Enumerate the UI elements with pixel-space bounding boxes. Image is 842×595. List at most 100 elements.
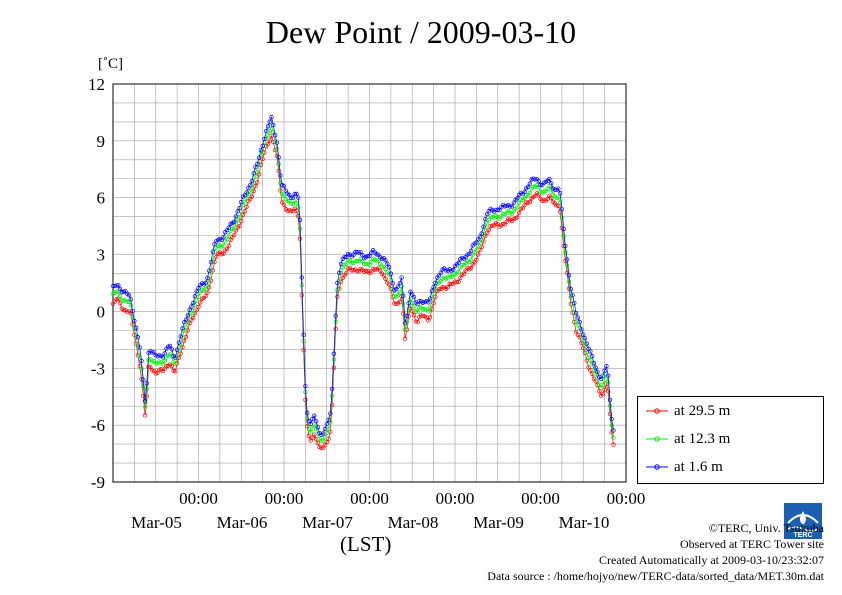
series-point-2 (176, 340, 182, 345)
series-point-2 (267, 119, 272, 124)
x-tick-time-label: 00:00 (436, 489, 475, 508)
series-point-1 (308, 430, 313, 435)
series-point-0 (397, 299, 402, 304)
series-point-0 (474, 257, 479, 262)
series-point-0 (545, 197, 550, 202)
x-tick-date-label: Mar-05 (131, 513, 182, 532)
series-point-2 (239, 200, 244, 205)
series-point-2 (508, 204, 513, 209)
y-tick-label: 0 (97, 302, 106, 321)
series-point-2 (335, 280, 340, 285)
series-point-2 (237, 205, 242, 211)
series-point-1 (459, 263, 465, 268)
series-point-2 (497, 207, 502, 213)
x-tick-time-label: 00:00 (179, 489, 218, 508)
series-point-2 (248, 182, 253, 188)
series-point-2 (142, 399, 148, 404)
series-point-0 (231, 232, 237, 238)
series-point-1 (401, 301, 406, 306)
series-point-0 (203, 293, 208, 299)
series-point-2 (269, 115, 274, 120)
series-point-1 (141, 384, 146, 389)
series-point-0 (267, 138, 272, 143)
x-tick-time-label: 00:00 (521, 489, 560, 508)
y-tick-label: 3 (97, 246, 106, 265)
series-point-2 (433, 280, 438, 286)
series-point-1 (408, 296, 413, 302)
series-point-1 (611, 435, 616, 440)
series-point-0 (155, 370, 160, 376)
series-point-0 (288, 209, 294, 214)
series-point-1 (465, 259, 470, 264)
series-point-0 (449, 281, 454, 287)
series-point-2 (210, 249, 215, 254)
series-point-2 (226, 225, 231, 230)
series-point-0 (148, 364, 153, 370)
credit-site: Observed at TERC Tower site (679, 537, 824, 551)
series-point-0 (240, 212, 246, 218)
series-point-0 (244, 204, 249, 209)
series-point-0 (490, 223, 495, 228)
series-point-0 (150, 368, 155, 373)
series-point-0 (121, 307, 126, 313)
series-point-1 (427, 305, 433, 310)
series-point-0 (454, 279, 459, 285)
series-point-0 (381, 273, 386, 278)
series-point-2 (581, 332, 586, 337)
series-point-2 (294, 191, 299, 197)
series-point-0 (315, 440, 320, 446)
series-point-2 (187, 307, 192, 312)
credit-created: Created Automatically at 2009-03-10/23:3… (599, 553, 824, 567)
series-point-2 (324, 421, 329, 427)
series-point-2 (342, 254, 347, 260)
series-point-2 (207, 268, 212, 273)
series-point-0 (611, 442, 616, 447)
series-point-0 (171, 368, 176, 374)
series-point-2 (563, 243, 568, 249)
series-point-0 (486, 227, 491, 233)
series-point-1 (383, 267, 388, 272)
series-point-2 (255, 161, 260, 167)
series-point-2 (322, 426, 328, 432)
series-point-0 (363, 268, 369, 273)
x-tick-date-label: Mar-08 (388, 513, 439, 532)
series-point-1 (322, 435, 328, 440)
series-point-2 (522, 189, 527, 195)
series-point-1 (406, 307, 411, 312)
series-point-2 (468, 248, 474, 253)
series-point-2 (114, 283, 119, 288)
series-point-2 (356, 250, 361, 255)
series-point-1 (344, 261, 349, 266)
series-point-0 (191, 315, 196, 321)
series-point-1 (265, 133, 271, 138)
legend-marker-red (646, 408, 668, 414)
series-point-2 (139, 358, 144, 363)
legend-item-1-6m: at 1.6 m (646, 455, 723, 479)
series-point-0 (265, 141, 271, 147)
series-point-2 (157, 353, 162, 358)
series-point-1 (411, 303, 417, 309)
series-point-1 (130, 315, 135, 320)
series-point-0 (142, 413, 148, 418)
series-point-2 (602, 368, 607, 373)
series-point-1 (516, 200, 522, 205)
series-point-2 (385, 261, 390, 266)
series-point-1 (281, 193, 287, 198)
series-point-2 (467, 251, 472, 257)
series-point-2 (465, 252, 470, 257)
series-point-2 (456, 260, 461, 266)
series-point-2 (611, 428, 616, 433)
series-point-2 (290, 195, 296, 200)
series-point-2 (126, 292, 132, 298)
series-point-0 (413, 319, 418, 324)
series-point-2 (606, 373, 611, 378)
series-point-2 (305, 410, 310, 416)
x-axis-label: (LST) (340, 532, 392, 556)
series-point-1 (565, 263, 570, 268)
series-point-2 (299, 275, 304, 280)
y-tick-label: -3 (91, 359, 105, 378)
series-point-1 (150, 359, 155, 364)
series-point-0 (345, 266, 351, 271)
series-point-0 (214, 254, 219, 260)
